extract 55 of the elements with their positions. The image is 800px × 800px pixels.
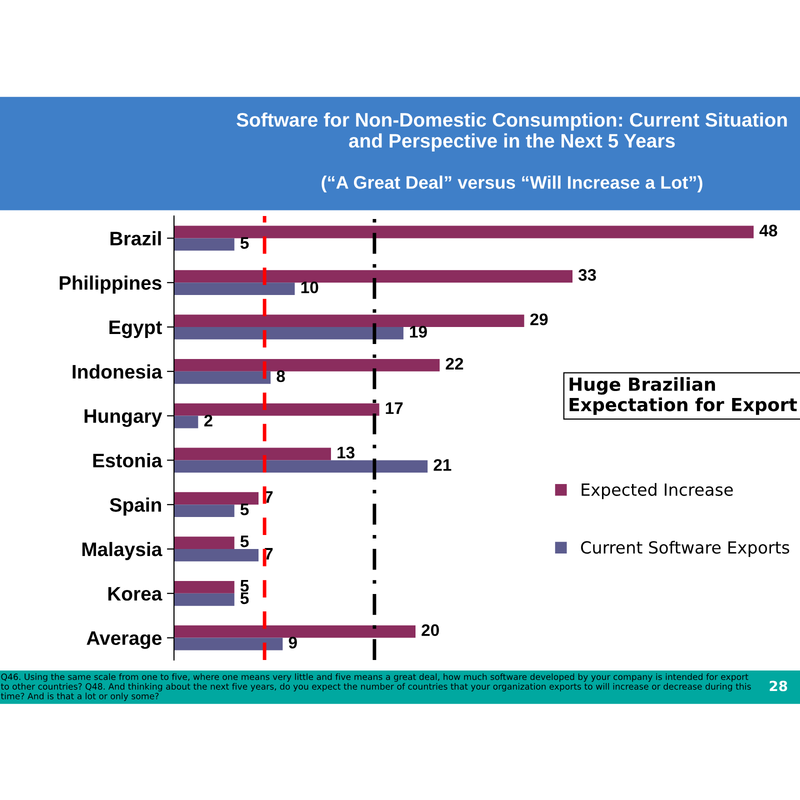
data-label: 22 — [446, 358, 464, 370]
y-tick-label: Hungary — [84, 409, 162, 427]
chart-subtitle: (“A Great Deal” versus “Will Increase a Lot”) — [322, 176, 702, 192]
text: Q46. Using the same scale from one to five, where one means very little and five means a great deal, how much software developed by your company is intended for export to other countries? Q48. And thinking about the next five years, do you expect the number of countries that your organization exports to will increase or decrease during this time? And is that a lot or only some? — [0, 673, 751, 702]
data-label: 29 — [530, 313, 548, 326]
bar — [174, 238, 234, 251]
y-tick-label: Philippines — [60, 276, 162, 294]
y-tick-label: Indonesia — [72, 364, 162, 379]
bar — [174, 226, 754, 238]
data-label: 13 — [338, 446, 354, 458]
legend-label: Expected Increase — [582, 483, 733, 500]
bar — [174, 270, 572, 283]
bar — [174, 536, 234, 549]
legend-label: Current Software Exports — [581, 540, 790, 557]
data-label: 5 — [240, 580, 249, 592]
bar — [174, 416, 198, 428]
bar — [174, 580, 234, 594]
y-tick-label: Average — [86, 631, 162, 649]
bar — [174, 492, 259, 505]
bar — [174, 282, 295, 296]
bar — [174, 625, 416, 638]
bar — [174, 638, 283, 650]
bar — [174, 358, 440, 372]
data-label: 5 — [240, 237, 249, 249]
bar — [174, 448, 331, 460]
y-tick-label: Spain — [110, 498, 161, 516]
data-label: 5 — [240, 504, 249, 516]
y-tick-label: Brazil — [110, 231, 161, 246]
bar — [174, 593, 234, 606]
bar — [174, 314, 524, 327]
bar — [174, 371, 271, 384]
data-label: 19 — [410, 326, 427, 338]
data-label: 8 — [276, 370, 285, 382]
data-label: 17 — [386, 402, 403, 414]
bar — [174, 403, 380, 416]
data-label: 5 — [240, 592, 249, 604]
annotation: Huge Brazilian Expectation for Export — [570, 377, 797, 415]
y-tick-label: Korea — [108, 587, 162, 601]
data-label: 20 — [422, 624, 439, 636]
data-label: 2 — [204, 414, 212, 426]
y-tick-label: Estonia — [93, 453, 162, 468]
bar — [174, 327, 404, 340]
y-tick-label: Egypt — [109, 320, 162, 338]
chart-title: Software for Non-Domestic Consumption: Current Situation and Perspective in the Next 5 Years — [236, 112, 787, 152]
data-label: 10 — [301, 281, 318, 294]
data-label: 21 — [434, 459, 452, 471]
bar — [174, 460, 428, 473]
text: 28 — [770, 680, 788, 692]
data-label: 5 — [240, 536, 249, 548]
bar — [174, 504, 234, 518]
bar — [174, 549, 259, 562]
data-label: 9 — [288, 636, 297, 648]
data-label: 48 — [759, 224, 778, 236]
y-tick-label: Malaysia — [82, 542, 162, 560]
data-label: 33 — [578, 269, 596, 281]
